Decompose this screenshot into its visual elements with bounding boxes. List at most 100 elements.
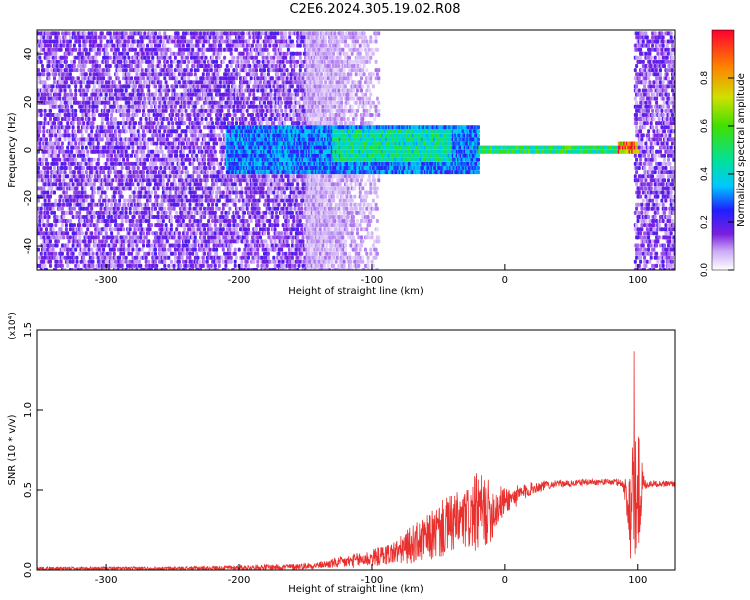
spectrogram-cell [193,182,197,187]
spectrogram-cell [63,92,67,97]
spectrogram-cell [215,59,219,64]
spectrogram-cell [119,59,123,64]
spectrogram-cell [142,239,145,244]
spectrogram-cell [200,149,204,154]
spectrogram-cell [124,59,128,64]
spectrogram-cell [124,149,128,154]
spectrogram-cell [219,174,223,179]
spectrogram-cell [200,194,204,199]
spectrogram-cell [135,133,139,138]
spectrogram-cell [233,43,237,48]
spectrogram-cell [132,55,136,60]
spectrogram-cell [164,125,168,130]
spectrogram-cell [58,178,62,183]
spectrogram-cell [42,47,46,52]
spectrogram-cell [104,231,108,236]
spectrogram-cell [158,43,161,48]
spectrogram-cell [127,96,131,101]
spectrogram-cell [169,157,173,162]
spectrogram-cell [169,59,173,64]
spectrogram-cell [49,51,52,56]
spectrogram-cell [217,88,221,93]
spectrogram-cell [208,223,212,228]
spectrogram-cell [54,202,58,207]
spectrogram-cell [159,35,163,40]
spectrogram-cell [159,141,163,146]
spectrogram-cell [114,243,118,248]
spectrogram-cell [131,243,135,248]
spectrogram-cell [188,206,192,211]
spectrogram-cell [227,178,231,183]
spectrogram-cell [98,64,102,68]
spectrogram-cell [146,202,149,207]
spectrogram-cell [164,251,168,256]
spectrogram-cell [172,100,176,105]
spectrogram-cell [72,198,76,203]
spectrogram-cell [192,157,196,162]
spectrogram-cell [224,72,228,77]
spectrogram-cell [106,202,110,207]
spectrogram-cell [127,35,131,40]
spectrogram-cell [208,215,212,219]
spectrogram-cell [167,255,171,260]
spectrogram-cell [60,166,64,170]
spectrogram-cell [38,72,42,77]
spectrogram-cell [119,235,123,240]
spectrogram-cell [144,206,148,211]
spectrogram-cell [213,239,217,244]
spectrogram-cell [216,190,220,195]
spectrogram-cell [134,84,137,89]
spectrogram-cell [203,161,207,166]
spectrogram-cell [169,194,173,199]
spectrogram-cell [213,263,217,268]
spectrogram-cell [59,84,63,89]
spectrogram-cell [124,206,128,211]
spectrogram-cell [179,104,183,109]
spectrogram-cell [140,104,144,109]
spectrogram-cell [127,55,131,60]
spectrogram-cell [112,55,116,60]
spectrogram-cell [147,166,151,170]
spectrogram-cell [229,174,233,179]
spectrogram-cell [41,64,44,68]
spectrogram-cell [135,243,139,248]
spectrogram-cell [205,259,209,264]
spectrogram-cell [175,92,179,97]
spectrogram-cell [90,247,94,252]
spectrogram-cell [232,223,236,228]
spectrogram-cell [183,121,187,126]
spectrogram-cell [146,92,149,97]
spectrogram-cell [232,215,236,219]
spectrogram-cell [217,178,221,183]
spectrogram-cell [41,219,44,223]
spectrogram-cell [199,80,203,85]
spectrogram-cell [164,141,168,146]
spectrogram-cell [136,166,140,170]
spectrogram-cell [55,96,59,101]
spectrogram-cell [163,129,167,134]
spectrogram-cell [43,92,47,97]
spectrogram-cell [37,92,40,97]
spectrogram-cell [115,235,119,240]
spectrogram-cell [151,55,155,60]
spectrogram-cell [181,161,185,166]
spectrogram-cell [215,182,219,187]
spectrogram-cell [185,251,189,256]
spectrogram-cell [159,145,163,150]
spectrogram-cell [216,39,220,44]
spectrogram-cell [183,202,187,207]
spectrogram-cell [55,47,59,52]
spectrogram-cell [181,259,185,264]
spectrogram-cell [127,108,131,113]
spectrogram-cell [102,235,106,240]
spectrogram-cell [232,80,236,85]
spectrogram-cell [187,239,191,244]
spectrogram-cell [42,68,46,73]
spectrogram-cell [54,251,58,256]
spectrogram-cell [208,96,212,101]
spectrogram-cell [191,137,195,142]
spectrogram-cell [143,166,147,170]
spectrogram-cell [107,166,111,170]
spectrogram-cell [181,51,185,56]
spectrogram-cell [127,198,131,203]
